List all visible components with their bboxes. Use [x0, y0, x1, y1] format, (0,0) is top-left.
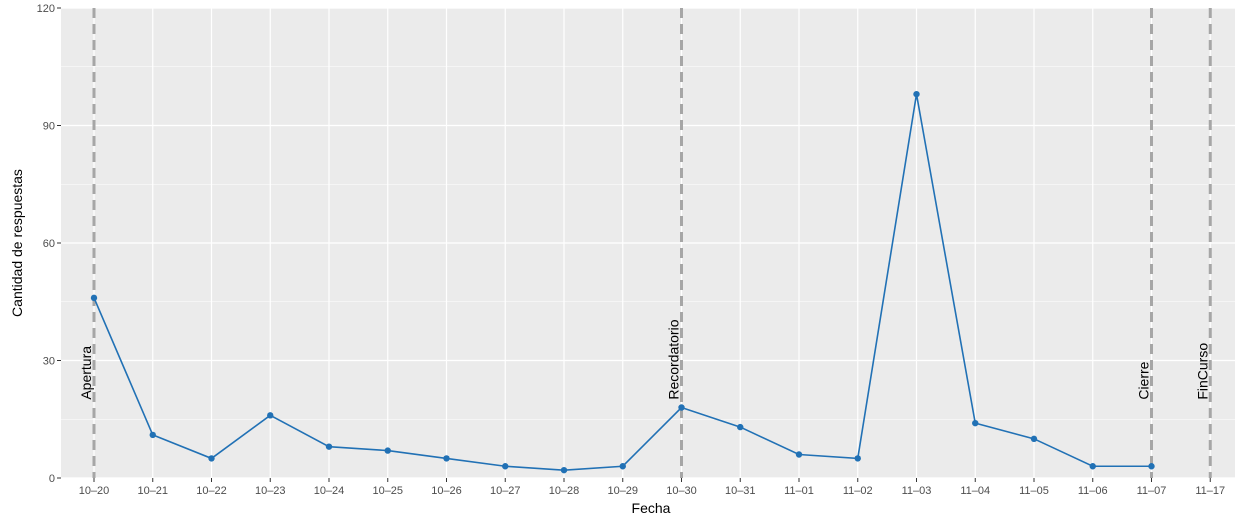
x-tick-label: 11–06	[1078, 485, 1108, 497]
data-point	[443, 455, 450, 462]
event-label: FinCurso	[1194, 343, 1210, 400]
data-point	[90, 294, 98, 302]
x-tick-label: 11–07	[1137, 485, 1167, 497]
x-tick-label: 11–04	[960, 485, 990, 497]
x-tick-label: 10–21	[137, 485, 168, 497]
x-tick-label: 10–20	[79, 485, 110, 497]
data-point	[737, 423, 744, 431]
event-label: Recordatorio	[666, 319, 682, 399]
y-tick-label: 120	[37, 3, 55, 15]
data-point	[972, 419, 979, 427]
x-tick-label: 10–23	[255, 485, 286, 497]
data-point	[384, 447, 391, 454]
data-series	[90, 90, 1155, 474]
x-tick-label: 10–24	[314, 485, 345, 497]
data-point	[854, 455, 861, 462]
x-tick-label: 11–02	[843, 485, 873, 497]
x-tick-label: 10–29	[607, 485, 638, 497]
data-point	[619, 463, 626, 470]
data-point	[678, 404, 685, 411]
y-tick-label: 0	[49, 473, 55, 485]
x-tick-label: 11–17	[1195, 485, 1225, 497]
data-point	[1089, 463, 1096, 470]
event-label: Cierre	[1136, 361, 1152, 399]
x-tick-label: 10–22	[196, 485, 227, 497]
x-tick-label: 10–25	[372, 485, 403, 497]
x-tick-label: 10–26	[431, 485, 462, 497]
y-tick-label: 90	[43, 121, 55, 133]
data-point	[208, 455, 215, 462]
x-tick-label: 10–30	[666, 485, 697, 497]
data-point	[795, 451, 803, 458]
data-point	[502, 463, 509, 470]
data-point	[1030, 435, 1038, 443]
data-point	[267, 412, 274, 419]
y-tick-label: 60	[43, 238, 55, 250]
data-point	[913, 90, 920, 98]
data-point	[149, 431, 156, 439]
x-tick-label: 10–27	[490, 485, 521, 497]
x-tick-label: 11–01	[784, 485, 814, 497]
x-axis: 10–20 10–21 10–22 10–23 10–24 10–25 10–26 10–27…	[79, 478, 1225, 497]
data-point	[325, 443, 333, 450]
grid-minor	[61, 66, 1235, 420]
x-tick-label: 11–03	[902, 485, 932, 497]
event-label: Apertura	[78, 346, 94, 400]
x-tick-label: 11–05	[1019, 485, 1049, 497]
x-tick-label: 10–28	[549, 485, 580, 497]
y-axis-title: Cantidad de respuestas	[9, 169, 25, 317]
event-labels: Apertura Recordatorio Cierre FinCurso	[78, 319, 1210, 399]
y-tick-label: 30	[43, 356, 55, 368]
data-point	[560, 466, 568, 474]
x-axis-title: Fecha	[632, 500, 671, 516]
y-axis: 0 30 60 90 120	[37, 3, 61, 485]
event-lines	[92, 8, 1212, 478]
data-point	[1148, 463, 1155, 470]
x-tick-label: 10–31	[725, 485, 756, 497]
